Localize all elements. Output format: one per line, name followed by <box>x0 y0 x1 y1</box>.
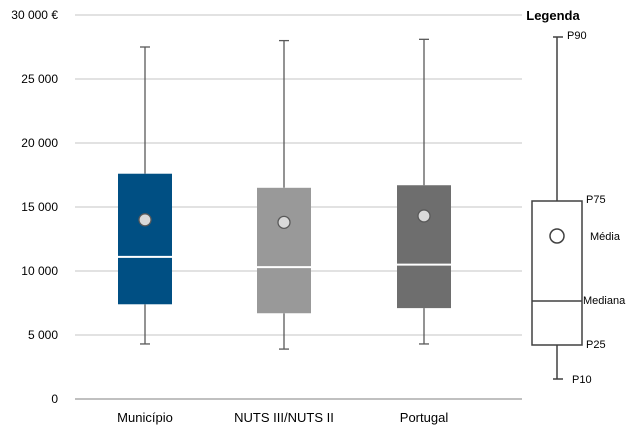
legend-label-mean: Média <box>590 231 621 243</box>
box-series <box>118 38 451 350</box>
y-tick-label: 25 000 <box>21 72 58 86</box>
box-iqr <box>257 187 311 314</box>
box-iqr <box>118 173 172 305</box>
y-tick-label: 0 <box>51 392 58 406</box>
legend-label-p10: P10 <box>572 374 592 386</box>
mean-marker <box>277 215 291 230</box>
legend-label-p90: P90 <box>567 30 587 42</box>
box-1 <box>257 39 311 350</box>
legend-label-median: Mediana <box>583 295 626 307</box>
legend-mean-marker <box>549 228 565 244</box>
y-tick-label: 5 000 <box>28 328 58 342</box>
y-tick-label: 10 000 <box>21 264 58 278</box>
x-tick-label: Município <box>117 410 173 425</box>
y-tick-label: 20 000 <box>21 136 58 150</box>
y-tick-labels: 0 5 000 10 000 15 000 20 000 25 000 30 000 € <box>11 8 58 406</box>
legend-label-p25: P25 <box>586 339 606 351</box>
x-tick-label: Portugal <box>400 410 449 425</box>
legend: Legenda P90 P75 Média Mediana P25 P10 <box>526 8 626 386</box>
x-tick-label: NUTS III/NUTS II <box>234 410 334 425</box>
legend-label-p75: P75 <box>586 194 606 206</box>
legend-title: Legenda <box>526 8 580 23</box>
legend-box <box>531 200 583 346</box>
y-tick-label: 15 000 <box>21 200 58 214</box>
y-tick-label: 30 000 € <box>11 8 58 22</box>
mean-marker <box>417 209 431 223</box>
box-2 <box>397 38 451 345</box>
mean-marker <box>138 213 152 227</box>
box-0 <box>118 46 172 345</box>
box-iqr <box>397 185 451 309</box>
x-tick-labels: Município NUTS III/NUTS II Portugal <box>117 410 448 425</box>
